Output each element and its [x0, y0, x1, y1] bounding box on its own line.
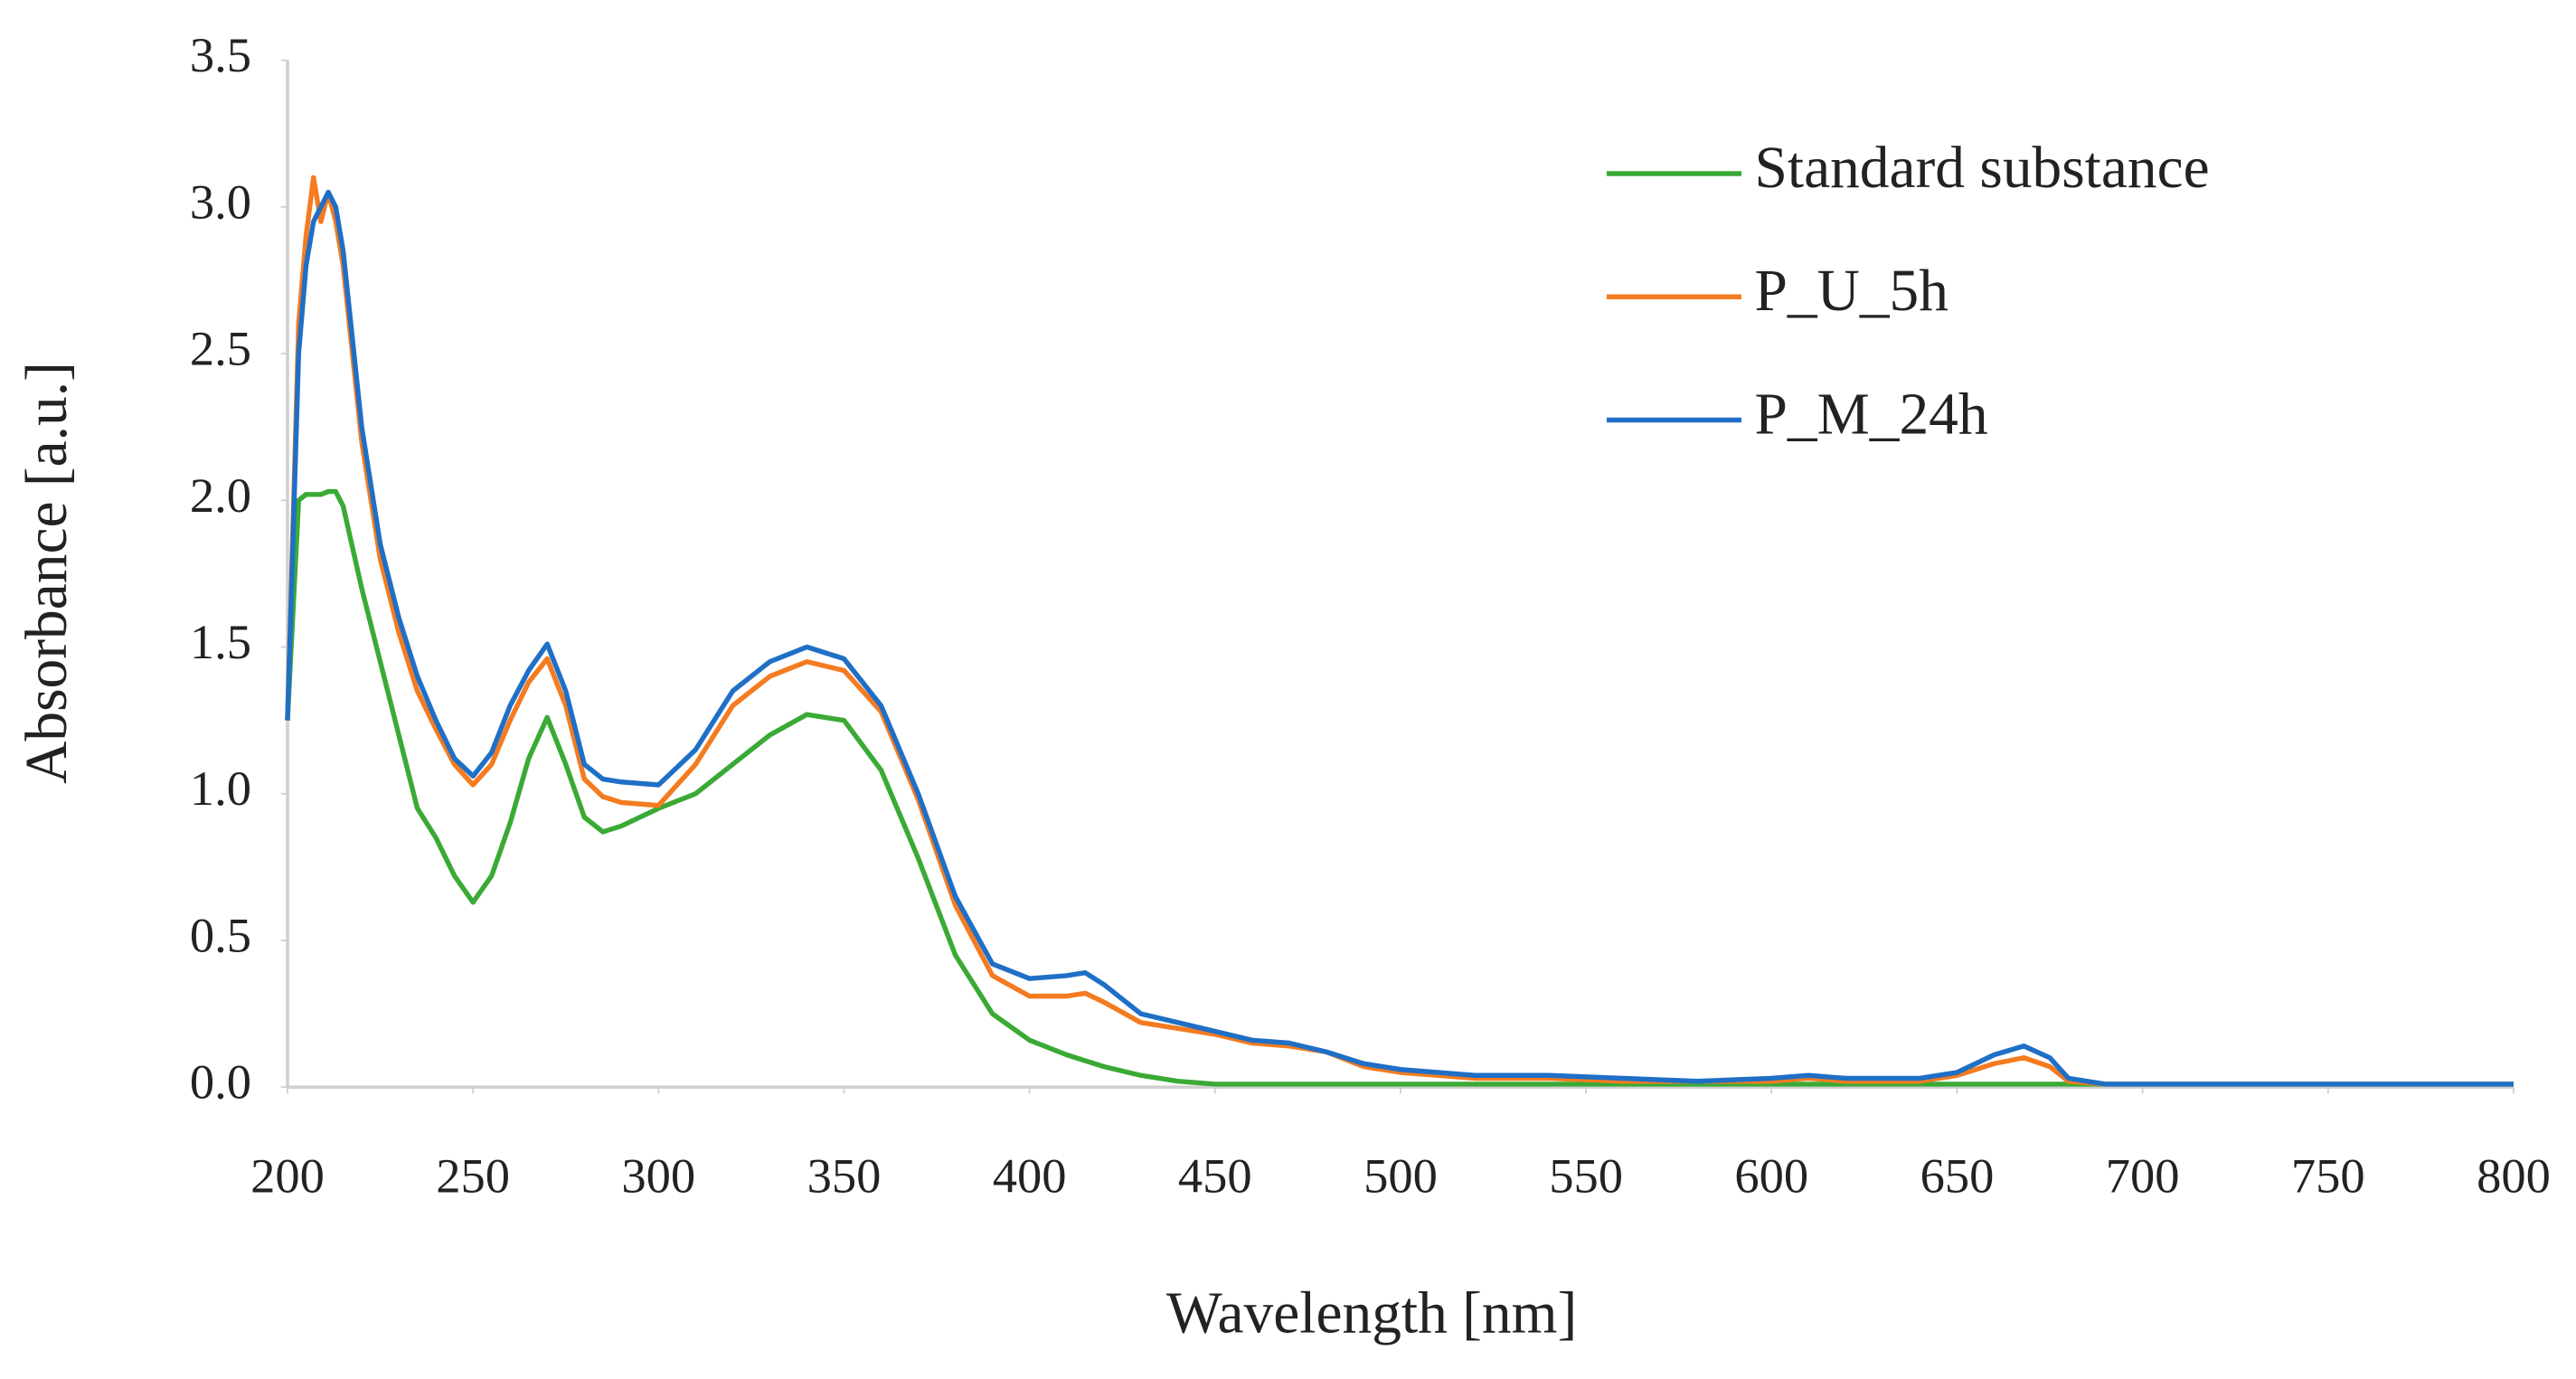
x-axis-label: Wavelength [nm] — [1166, 1280, 1577, 1346]
x-tick-label: 350 — [807, 1148, 882, 1203]
y-tick-label: 2.5 — [190, 321, 251, 376]
y-tick-label: 1.0 — [190, 760, 251, 816]
x-tick-label: 750 — [2291, 1148, 2365, 1203]
x-tick-label: 450 — [1178, 1148, 1252, 1203]
data-line — [285, 175, 2514, 1087]
y-tick-label: 2.0 — [190, 468, 251, 523]
data-line — [285, 189, 2514, 1087]
y-tick-label: 0.0 — [190, 1054, 251, 1110]
x-tick-label: 250 — [436, 1148, 510, 1203]
data-line — [285, 488, 2514, 1087]
y-tick-label: 3.5 — [190, 27, 251, 82]
x-tick-label: 500 — [1363, 1148, 1438, 1203]
x-tick-label: 800 — [2477, 1148, 2551, 1203]
x-tick-label: 200 — [250, 1148, 325, 1203]
x-tick-label: 550 — [1549, 1148, 1623, 1203]
x-tick-label: 600 — [1734, 1148, 1808, 1203]
legend-label: Standard substance — [1755, 136, 2210, 201]
y-tick-label: 0.5 — [190, 907, 251, 962]
x-tick-label: 300 — [621, 1148, 695, 1203]
x-tick-label: 700 — [2106, 1148, 2180, 1203]
legend-label: P_U_5h — [1755, 259, 1949, 324]
y-tick-label: 1.5 — [190, 614, 251, 669]
y-tick-label: 3.0 — [190, 174, 251, 229]
x-tick-label: 400 — [993, 1148, 1067, 1203]
x-tick-label: 650 — [1920, 1148, 1995, 1203]
y-axis-label: Absorbance [a.u.] — [14, 362, 80, 784]
legend-label: P_M_24h — [1755, 383, 1988, 448]
